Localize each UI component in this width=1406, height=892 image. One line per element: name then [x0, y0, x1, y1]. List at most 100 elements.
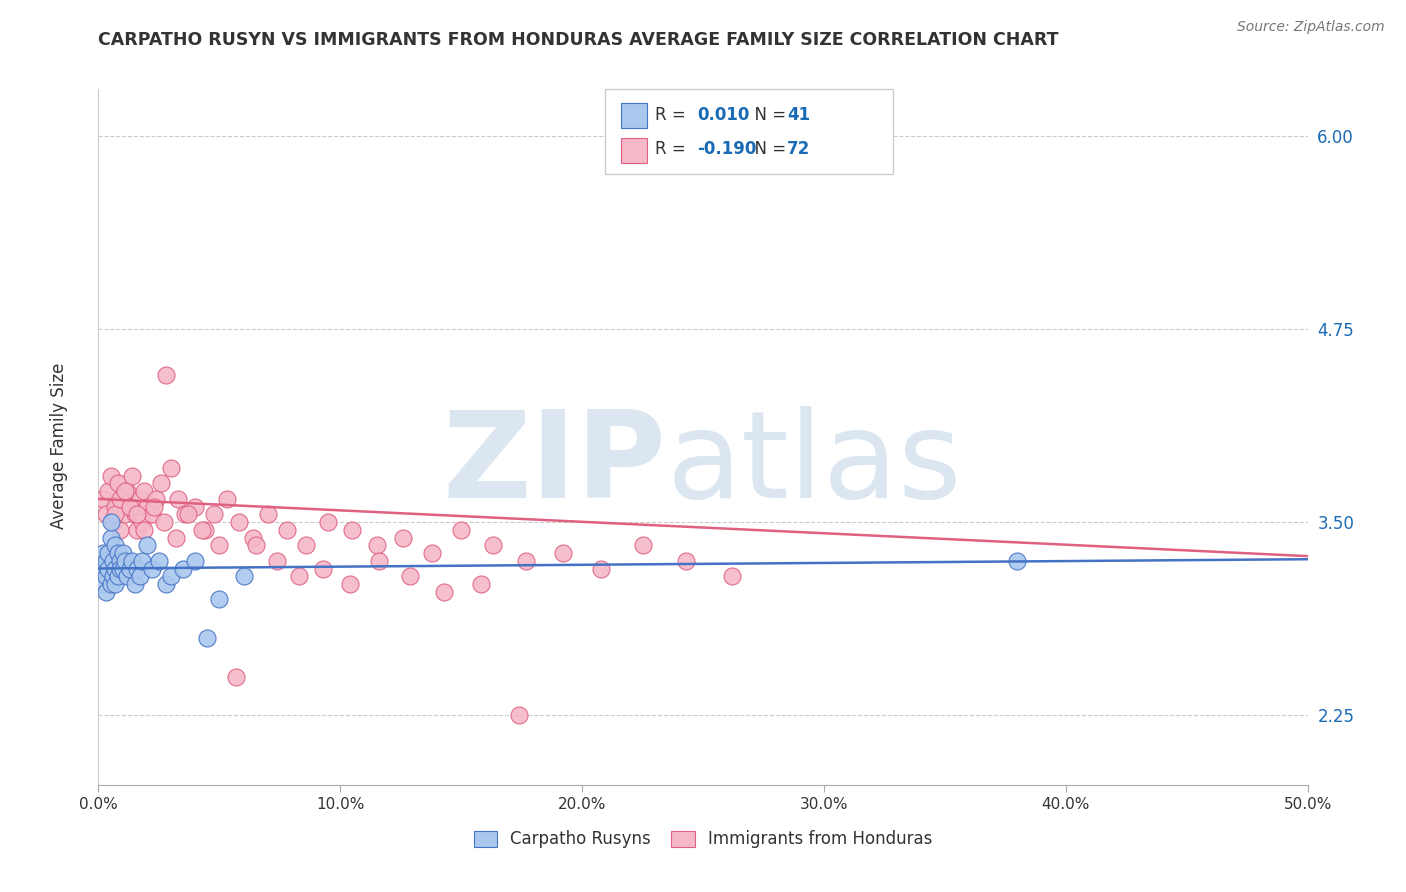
Point	[94, 584, 117, 599]
Point	[91, 546, 114, 560]
Point	[242, 531, 264, 545]
Point	[94, 554, 117, 568]
Point	[551, 546, 574, 560]
Point	[508, 708, 530, 723]
Point	[111, 546, 134, 560]
Point	[195, 631, 218, 645]
Point	[433, 584, 456, 599]
Text: N =: N =	[744, 106, 792, 124]
Point	[208, 538, 231, 552]
Point	[104, 538, 127, 552]
Point	[104, 561, 127, 575]
Point	[721, 569, 744, 583]
Point	[215, 491, 238, 506]
Text: ZIP: ZIP	[443, 407, 666, 524]
Point	[155, 368, 177, 383]
Point	[127, 523, 149, 537]
Point	[108, 561, 131, 575]
Point	[160, 461, 183, 475]
Point	[121, 468, 143, 483]
Point	[276, 523, 298, 537]
Point	[104, 500, 127, 514]
Point	[312, 561, 335, 575]
Point	[145, 491, 167, 506]
Point	[114, 554, 136, 568]
Point	[124, 508, 146, 522]
Text: 72: 72	[787, 140, 811, 158]
Legend: Carpatho Rusyns, Immigrants from Honduras: Carpatho Rusyns, Immigrants from Hondura…	[465, 822, 941, 856]
Point	[97, 546, 120, 560]
Point	[295, 538, 318, 552]
Point	[339, 577, 361, 591]
Point	[631, 538, 654, 552]
Point	[107, 476, 129, 491]
Point	[131, 515, 153, 529]
Text: Average Family Size: Average Family Size	[51, 363, 67, 529]
Point	[117, 484, 139, 499]
Point	[155, 577, 177, 591]
Point	[91, 577, 114, 591]
Point	[167, 491, 190, 506]
Point	[141, 508, 163, 522]
Point	[141, 561, 163, 575]
Point	[91, 491, 114, 506]
Point	[108, 491, 131, 506]
Point	[515, 554, 537, 568]
Point	[124, 577, 146, 591]
Point	[143, 500, 166, 514]
Text: Source: ZipAtlas.com: Source: ZipAtlas.com	[1237, 20, 1385, 34]
Point	[675, 554, 697, 568]
Point	[256, 508, 278, 522]
Point	[114, 508, 136, 522]
Point	[194, 523, 217, 537]
Point	[128, 569, 150, 583]
Point	[591, 561, 613, 575]
Point	[177, 508, 200, 522]
Point	[107, 569, 129, 583]
Point	[342, 523, 364, 537]
Point	[184, 554, 207, 568]
Point	[100, 515, 122, 529]
Point	[160, 569, 183, 583]
Point	[97, 484, 120, 499]
Text: R =: R =	[655, 106, 692, 124]
Point	[134, 523, 156, 537]
Point	[172, 561, 194, 575]
Text: atlas: atlas	[666, 407, 962, 524]
Point	[232, 569, 254, 583]
Point	[184, 500, 207, 514]
Point	[94, 508, 117, 522]
Point	[266, 554, 288, 568]
Point	[470, 577, 492, 591]
Point	[204, 508, 226, 522]
Point	[101, 569, 124, 583]
Point	[90, 561, 112, 575]
Point	[288, 569, 311, 583]
Point	[450, 523, 472, 537]
Point	[152, 515, 174, 529]
Point	[392, 531, 415, 545]
Point	[225, 670, 247, 684]
Point	[165, 531, 187, 545]
Point	[208, 592, 231, 607]
Text: -0.190: -0.190	[697, 140, 756, 158]
Point	[127, 508, 149, 522]
Point	[108, 554, 131, 568]
Point	[100, 468, 122, 483]
Point	[97, 561, 120, 575]
Point	[128, 491, 150, 506]
Point	[399, 569, 422, 583]
Point	[121, 554, 143, 568]
Point	[114, 484, 136, 499]
Point	[191, 523, 214, 537]
Text: R =: R =	[655, 140, 692, 158]
Point	[104, 577, 127, 591]
Point	[368, 554, 391, 568]
Point	[481, 538, 503, 552]
Point	[135, 538, 157, 552]
Point	[131, 554, 153, 568]
Point	[127, 561, 149, 575]
Point	[117, 569, 139, 583]
Point	[107, 546, 129, 560]
Point	[228, 515, 250, 529]
